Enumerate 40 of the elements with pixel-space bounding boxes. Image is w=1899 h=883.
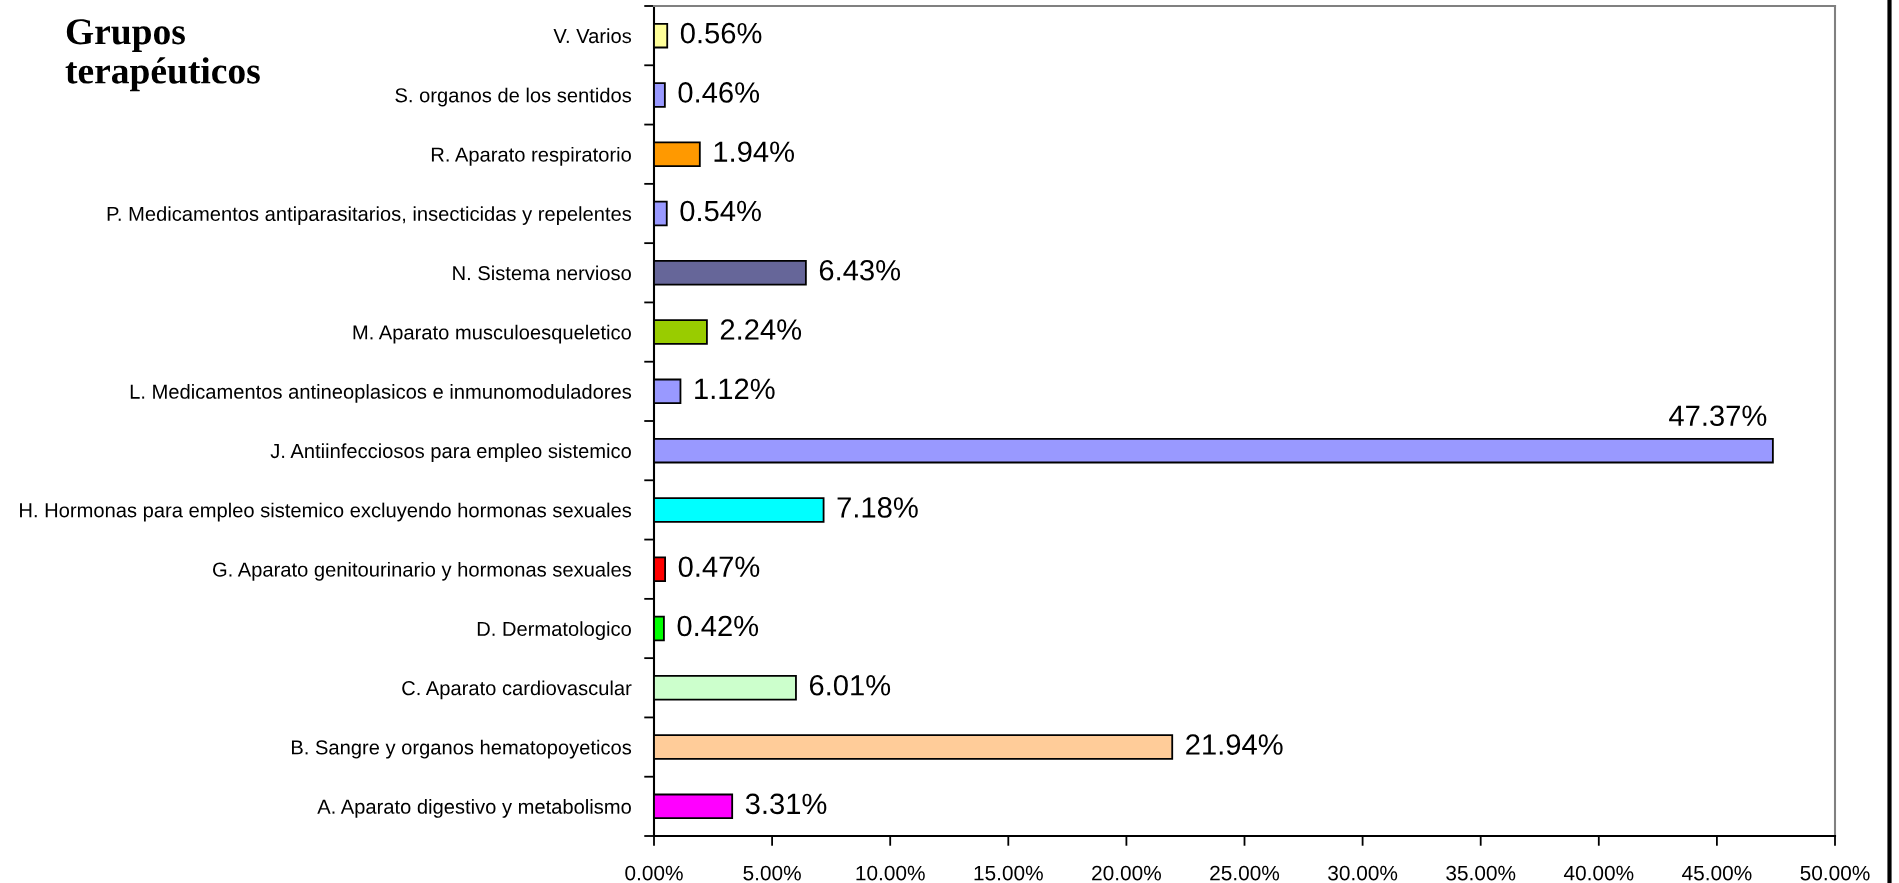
- data-label: 21.94%: [1186, 734, 1283, 755]
- y-tick-label: L. Medicamentos antineoplasicos e inmunomoduladores: [130, 384, 632, 403]
- y-tick-label: S. organos de los sentidos: [395, 87, 632, 107]
- x-tick-label: 5.00%: [743, 865, 801, 881]
- data-label: 1.12%: [695, 378, 775, 400]
- x-tick-label: 35.00%: [1446, 865, 1516, 881]
- x-tick-label: 15.00%: [974, 865, 1043, 881]
- x-tick-label: 30.00%: [1328, 865, 1398, 881]
- y-tick-label: P. Medicamentos antiparasitarios, insecticidas y repelentes: [107, 206, 632, 225]
- text: Grupos terapéuticos: [65, 19, 260, 92]
- y-tick-label: M. Aparato musculoesqueletico: [353, 324, 631, 344]
- data-label: 0.54%: [680, 200, 761, 222]
- data-label: 0.46%: [678, 82, 760, 103]
- y-tick-label: G. Aparato genitourinario y hormonas sexuales: [213, 561, 632, 581]
- x-tick-label: 45.00%: [1682, 865, 1752, 881]
- x-tick-label: 20.00%: [1092, 865, 1161, 881]
- data-label: 47.37%: [1669, 405, 1767, 427]
- x-tick-label: 25.00%: [1210, 865, 1280, 881]
- data-label: 6.01%: [809, 674, 891, 696]
- x-tick-label: 40.00%: [1563, 865, 1634, 881]
- y-tick-label: B. Sangre y organos hematopoyeticos: [292, 739, 632, 759]
- data-label: 3.31%: [745, 793, 827, 815]
- data-label: 0.47%: [678, 556, 760, 578]
- data-label: 7.18%: [837, 497, 918, 518]
- data-label: 0.56%: [680, 22, 762, 44]
- x-tick-label: 0.00%: [625, 865, 683, 881]
- y-tick-label: N. Sistema nervioso: [453, 265, 631, 281]
- y-tick-label: D. Dermatologico: [477, 621, 631, 640]
- data-label: 6.43%: [819, 259, 901, 281]
- data-label: 0.42%: [677, 615, 759, 637]
- y-tick-label: R. Aparato respiratorio: [431, 146, 631, 166]
- x-tick-label: 10.00%: [856, 865, 925, 881]
- data-label: 2.24%: [720, 319, 802, 340]
- x-tick-label: 50.00%: [1800, 865, 1870, 881]
- y-tick-label: C. Aparato cardiovascular: [402, 680, 632, 700]
- y-tick-label: V. Varios: [553, 28, 632, 44]
- y-tick-label: J. Antiinfecciosos para empleo sistemico: [270, 443, 631, 463]
- data-label: 1.94%: [714, 141, 794, 163]
- y-tick-label: H. Hormonas para empleo sistemico excluyendo hormonas sexuales: [20, 502, 632, 522]
- y-tick-label: A. Aparato digestivo y metabolismo: [317, 799, 631, 818]
